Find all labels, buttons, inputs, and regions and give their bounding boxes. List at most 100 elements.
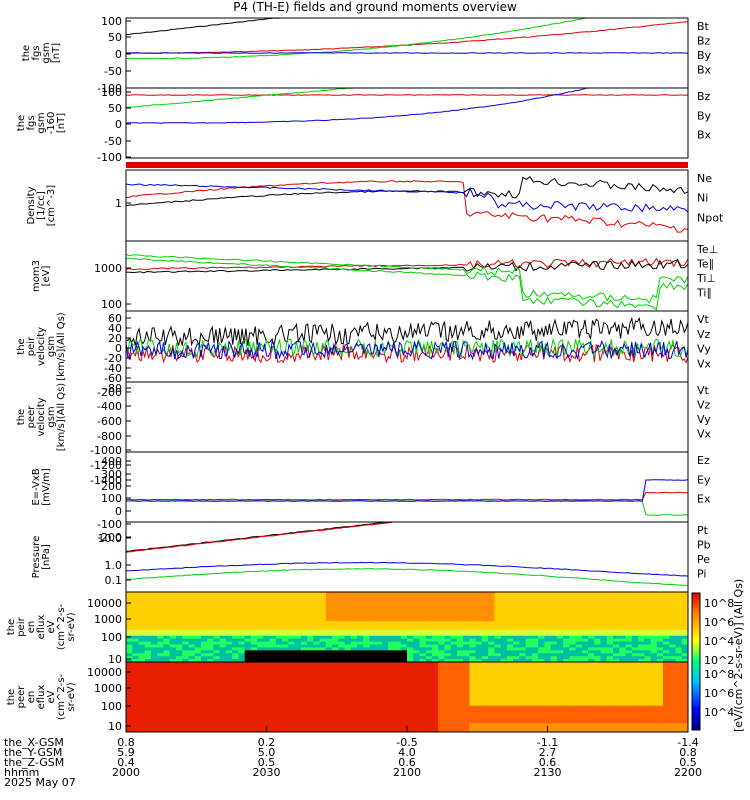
heat-cell [300, 664, 308, 669]
heat-cell [638, 603, 645, 608]
heat-cell [369, 720, 377, 724]
heat-cell [269, 723, 277, 727]
heat-cell [244, 717, 252, 721]
heat-cell [250, 667, 258, 672]
heat-cell [232, 621, 239, 625]
heat-cell [175, 635, 183, 640]
heat-cell [425, 638, 433, 643]
heat-cell [126, 597, 133, 602]
heat-cell [388, 635, 396, 640]
heat-cell [394, 621, 402, 625]
heat-cell [581, 638, 589, 643]
heat-cell [357, 708, 364, 713]
heat-cell [194, 667, 202, 672]
heat-cell [669, 723, 677, 727]
heat-cell [594, 600, 602, 605]
heat-cell [388, 662, 396, 666]
heat-cell [126, 682, 133, 686]
heat-cell [481, 627, 489, 631]
heat-cell [369, 659, 377, 662]
heat-cell [182, 694, 189, 698]
y-tick-label: -400 [97, 400, 122, 413]
heat-cell [182, 597, 189, 602]
y-tick-label: 1000 [94, 262, 122, 275]
heat-cell [438, 717, 445, 721]
heat-cell [575, 624, 583, 628]
heat-cell [300, 650, 308, 654]
heat-cell [307, 629, 314, 634]
y-tick-label: 200 [101, 480, 122, 493]
heat-cell [382, 615, 389, 619]
heat-cell [219, 667, 227, 672]
heat-cell [225, 699, 233, 704]
heat-cell [244, 650, 252, 654]
heat-cell [188, 635, 196, 640]
heat-cell [338, 647, 346, 651]
heat-cell [656, 612, 664, 616]
heat-cell [669, 606, 677, 610]
heat-cell [375, 600, 383, 605]
heat-cell [338, 641, 346, 645]
heat-cell [500, 600, 508, 605]
heat-cell [232, 664, 239, 669]
heat-cell [275, 594, 283, 599]
xaxis-row-label: the_Y-GSM [4, 746, 62, 759]
heat-cell [257, 629, 264, 634]
heat-cell [663, 688, 670, 692]
heat-cell [600, 624, 608, 628]
heat-cell [300, 653, 308, 657]
legend-vt: Vt [697, 384, 710, 397]
heat-cell [200, 694, 208, 698]
heat-cell [219, 638, 227, 643]
heat-cell [588, 629, 595, 634]
heat-cell [550, 621, 558, 625]
heat-cell [438, 594, 445, 599]
heat-cell [288, 714, 296, 718]
heat-cell [244, 592, 252, 596]
heat-cell [175, 656, 183, 660]
heat-cell [250, 699, 258, 704]
heat-cell [500, 592, 508, 596]
heat-cell [456, 618, 464, 622]
heat-cell [588, 592, 595, 596]
heat-cell [656, 711, 664, 715]
heat-cell [232, 694, 239, 698]
heat-cell [444, 694, 452, 698]
heat-cell [463, 615, 470, 619]
heat-cell [575, 702, 583, 707]
heat-cell [494, 624, 502, 628]
heat-cell [219, 618, 227, 622]
heat-cell [313, 612, 321, 616]
heat-cell [288, 641, 296, 645]
heat-cell [182, 702, 189, 707]
heat-cell [388, 705, 396, 710]
heat-cell [656, 624, 664, 628]
heat-cell [425, 627, 433, 631]
heat-cell [319, 618, 327, 622]
heat-cell [450, 676, 458, 680]
heat-cell [631, 594, 639, 599]
heat-cell [269, 711, 277, 715]
heat-cell [275, 603, 283, 608]
heat-cell [444, 597, 452, 602]
heat-cell [275, 624, 283, 628]
heat-cell [556, 679, 564, 683]
heat-cell [363, 656, 371, 660]
heat-cell [363, 667, 371, 672]
heat-cell [456, 699, 464, 704]
heat-cell [207, 662, 214, 666]
heat-cell [644, 676, 652, 680]
heat-cell [194, 653, 202, 657]
heat-cell [369, 612, 377, 616]
heat-cell [307, 592, 314, 596]
heat-cell [544, 621, 552, 625]
heat-cell [132, 632, 139, 637]
heat-cell [207, 679, 214, 683]
heat-cell [531, 656, 539, 660]
heat-cell [313, 644, 321, 648]
heat-cell [438, 627, 445, 631]
heat-cell [519, 594, 527, 599]
heat-cell [569, 653, 577, 657]
heat-cell [263, 641, 271, 645]
heat-cell [506, 702, 514, 707]
